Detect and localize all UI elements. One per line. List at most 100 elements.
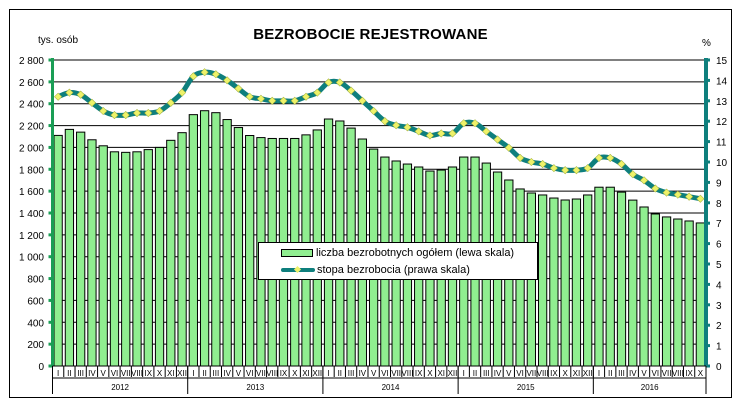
- right-axis-tick-label: 9: [716, 178, 722, 189]
- month-label: III: [483, 369, 490, 378]
- year-label: 2015: [517, 383, 535, 392]
- month-label: XI: [302, 369, 310, 378]
- left-axis-tick-label: 2 000: [19, 143, 44, 154]
- year-label: 2013: [246, 383, 264, 392]
- month-label: I: [57, 369, 59, 378]
- chart-legend: liczba bezrobotnych ogółem (lewa skala) …: [258, 242, 538, 280]
- left-axis-tick-label: 2 600: [19, 78, 44, 89]
- year-label: 2012: [111, 383, 129, 392]
- data-bar: [537, 194, 548, 367]
- rate-marker-icon: [392, 121, 401, 130]
- rate-marker-icon: [651, 184, 660, 193]
- month-label: VI: [381, 369, 389, 378]
- rate-marker-icon: [414, 127, 423, 136]
- rate-marker-icon: [234, 84, 243, 93]
- right-axis-unit: %: [702, 38, 711, 49]
- month-label: III: [618, 369, 625, 378]
- right-axis-tick-label: 4: [716, 280, 722, 291]
- rate-marker-icon: [121, 111, 130, 120]
- month-label: VII: [121, 369, 131, 378]
- left-axis-unit: tys. osób: [38, 35, 79, 46]
- legend-line-label: stopa bezrobocia (prawa skala): [317, 264, 470, 276]
- rate-marker-icon: [482, 127, 491, 136]
- right-axis-tick-label: 7: [716, 219, 722, 230]
- right-axis-tick-label: 11: [716, 138, 727, 149]
- month-label: II: [67, 369, 71, 378]
- month-label: V: [641, 369, 647, 378]
- data-bar: [177, 132, 187, 367]
- rate-marker-icon: [324, 78, 333, 87]
- rate-marker-icon: [256, 94, 265, 103]
- rate-marker-icon: [403, 123, 412, 132]
- month-label: VI: [652, 369, 660, 378]
- data-bar: [673, 218, 683, 367]
- rate-marker-icon: [617, 160, 626, 169]
- year-label: 2016: [641, 383, 659, 392]
- data-bar: [616, 191, 627, 367]
- month-label: XI: [573, 369, 581, 378]
- month-label: V: [506, 369, 512, 378]
- month-label: I: [192, 369, 194, 378]
- rate-marker-icon: [166, 98, 175, 107]
- right-axis-tick-label: 5: [716, 260, 722, 271]
- data-bar: [76, 131, 86, 367]
- bar-swatch-icon: [281, 249, 313, 257]
- rate-marker-icon: [76, 90, 85, 99]
- rate-marker-icon: [527, 157, 536, 167]
- data-bar: [222, 119, 232, 367]
- right-axis-tick-label: 0: [716, 362, 722, 373]
- left-axis-tick-label: 800: [27, 275, 44, 286]
- legend-item-bars: liczba bezrobotnych ogółem (lewa skala): [281, 245, 514, 261]
- data-bar: [583, 194, 593, 367]
- data-bar: [143, 149, 153, 367]
- rate-marker-icon: [268, 96, 277, 105]
- month-label: VIII: [131, 369, 143, 378]
- data-bar: [98, 145, 108, 367]
- left-axis-tick-label: 1 000: [19, 253, 44, 264]
- month-label: IX: [550, 369, 558, 378]
- right-axis-tick-label: 3: [716, 301, 722, 312]
- month-label: I: [463, 369, 465, 378]
- data-bar: [233, 127, 244, 367]
- data-bar: [109, 151, 120, 367]
- month-label: IX: [280, 369, 288, 378]
- data-bar: [64, 128, 75, 367]
- data-bar: [639, 206, 649, 367]
- data-bar: [121, 151, 131, 367]
- left-axis-tick-label: 0: [38, 362, 44, 373]
- right-axis-tick-label: 10: [716, 158, 728, 169]
- month-label: IV: [223, 369, 231, 378]
- data-bar: [695, 222, 706, 367]
- month-label: XI: [437, 369, 445, 378]
- rate-marker-icon: [470, 119, 480, 128]
- month-label: I: [598, 369, 600, 378]
- rate-marker-icon: [673, 190, 682, 199]
- left-axis-tick-label: 400: [27, 318, 44, 329]
- rate-marker-icon: [313, 88, 322, 97]
- month-label: IX: [415, 369, 423, 378]
- data-bar: [684, 220, 694, 367]
- month-label: III: [348, 369, 355, 378]
- month-label: III: [213, 369, 220, 378]
- month-label: II: [608, 369, 612, 378]
- right-axis-tick-label: 14: [716, 76, 728, 87]
- month-label: VII: [662, 369, 672, 378]
- year-label: 2014: [382, 383, 400, 392]
- month-label: VIII: [266, 369, 278, 378]
- month-label: VIII: [537, 369, 549, 378]
- rate-marker-icon: [572, 166, 581, 175]
- month-label: IV: [88, 369, 96, 378]
- rate-marker-icon: [459, 119, 468, 128]
- rate-marker-icon: [425, 131, 434, 140]
- rate-marker-icon: [132, 109, 142, 118]
- month-label: III: [77, 369, 84, 378]
- left-axis-tick-label: 2 800: [19, 56, 44, 67]
- right-axis-tick-label: 15: [716, 56, 728, 67]
- data-bar: [154, 146, 165, 367]
- data-bar: [166, 139, 176, 367]
- data-bar: [571, 198, 582, 367]
- month-label: VI: [246, 369, 254, 378]
- rate-marker-icon: [290, 96, 299, 105]
- month-label: VII: [256, 369, 266, 378]
